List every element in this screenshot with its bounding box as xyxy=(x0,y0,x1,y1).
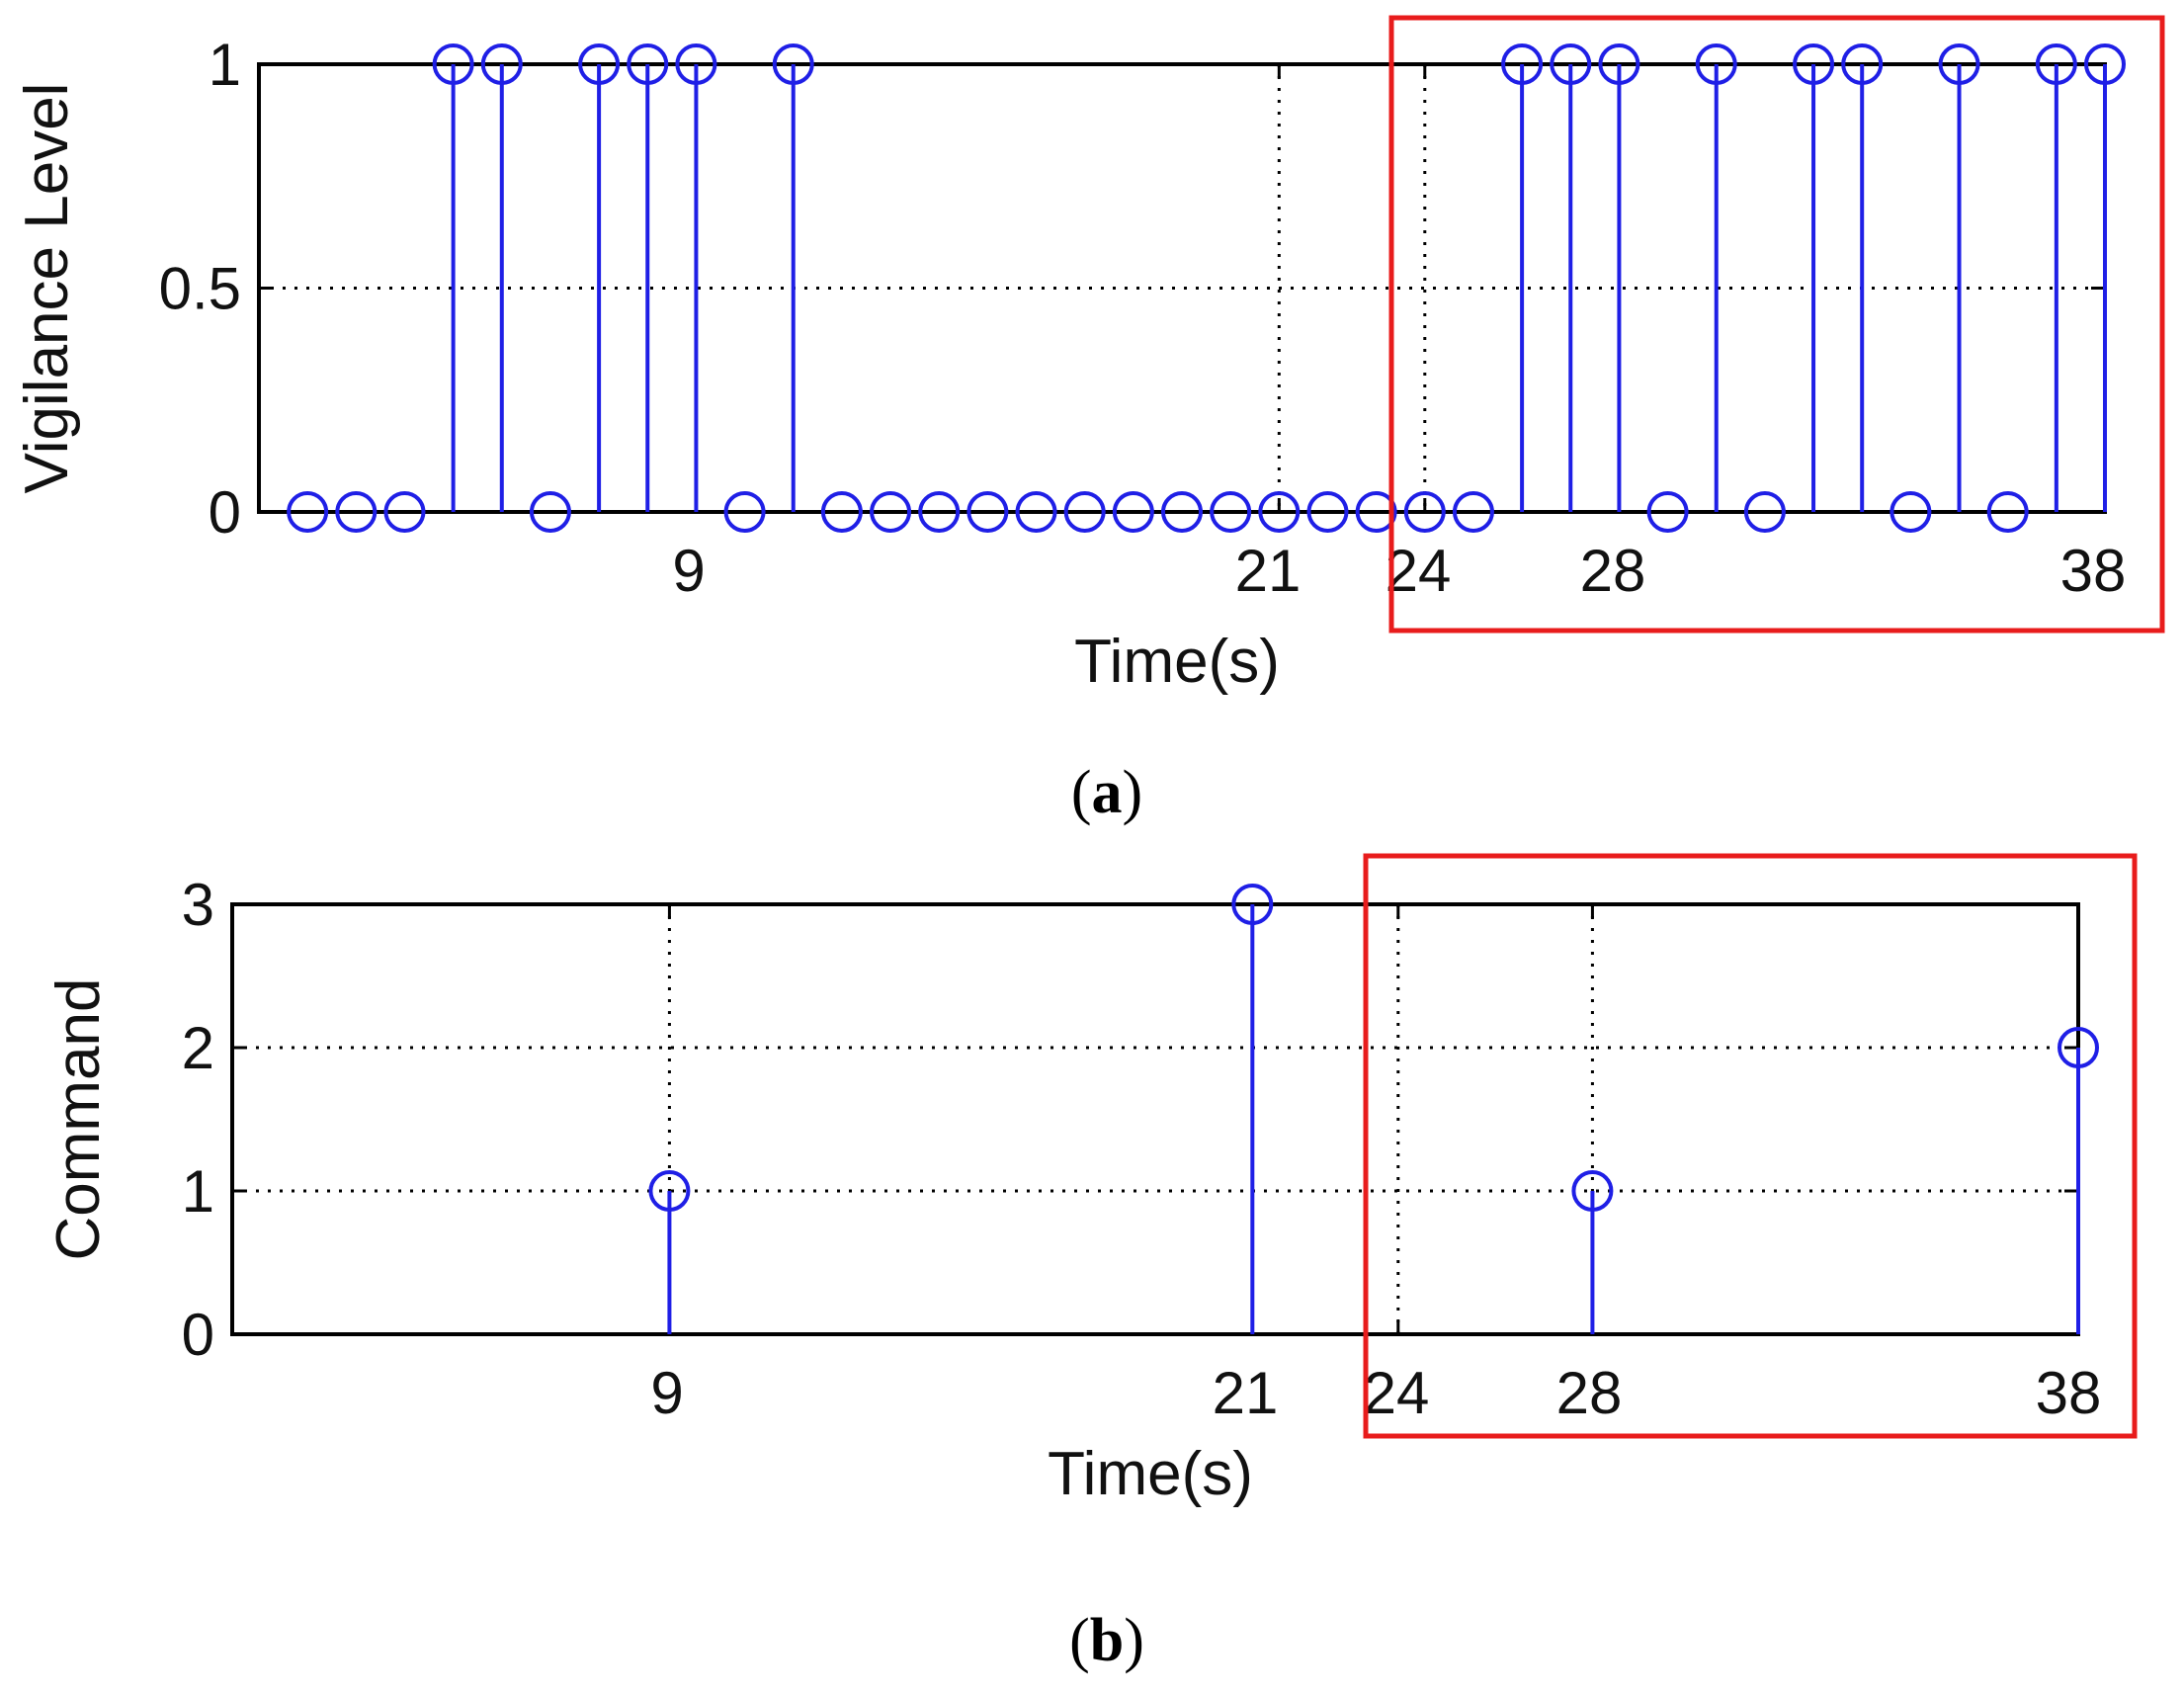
x-tick-label: 24 xyxy=(1364,1360,1430,1426)
panel-label: (b) xyxy=(1069,1607,1144,1674)
stem-marker xyxy=(1112,491,1154,533)
stem-marker xyxy=(1646,491,1689,533)
stem-marker xyxy=(1571,1170,1614,1212)
x-tick-label: 21 xyxy=(1235,538,1302,604)
stem-marker xyxy=(1355,491,1397,533)
stem-marker xyxy=(772,43,814,85)
x-tick-label: 21 xyxy=(1213,1360,1279,1426)
stem-marker xyxy=(870,491,912,533)
stem-marker xyxy=(578,43,621,85)
stem-marker xyxy=(1015,491,1057,533)
stem-marker xyxy=(675,43,717,85)
highlight-box xyxy=(1363,853,2138,1439)
chart-vigilance-level: 9 21 24 28 38 0 0.5 1 Time(s) Vigilance Level (a) xyxy=(13,15,2165,826)
stem-marker xyxy=(1890,491,1932,533)
stem-marker xyxy=(1161,491,1203,533)
x-tick-label: 38 xyxy=(2036,1360,2102,1426)
stem-marker xyxy=(1231,884,1274,925)
stem-marker xyxy=(529,491,571,533)
stem-marker xyxy=(1598,43,1640,85)
y-tick-label: 1 xyxy=(182,1158,214,1225)
stem-marker xyxy=(723,491,766,533)
stem-marker xyxy=(2035,43,2077,85)
stem-marker xyxy=(1550,43,1592,85)
chart-command: 9 21 24 28 38 0 1 2 3 Time(s) Command (b) xyxy=(44,853,2138,1674)
stem-marker xyxy=(335,491,378,533)
x-tick-label: 38 xyxy=(2060,538,2127,604)
stem-marker xyxy=(1793,43,1835,85)
stem-marker xyxy=(1986,491,2029,533)
stem-marker xyxy=(1403,491,1446,533)
stem-marker xyxy=(627,43,669,85)
plot-frame xyxy=(257,62,2107,514)
x-tick-label: 24 xyxy=(1386,538,1452,604)
x-axis-label: Time(s) xyxy=(1048,1440,1253,1508)
stem-marker xyxy=(918,491,961,533)
stem-marker xyxy=(966,491,1009,533)
plot-frame xyxy=(230,902,2080,1336)
y-tick-label: 0.5 xyxy=(159,256,241,322)
x-tick-label: 28 xyxy=(1580,538,1646,604)
stem-marker xyxy=(1938,43,1980,85)
stem-marker xyxy=(1063,491,1106,533)
y-tick-label: 1 xyxy=(209,32,241,98)
y-tick-label: 0 xyxy=(209,479,241,546)
y-tick-label: 3 xyxy=(182,872,214,938)
stem-marker xyxy=(1306,491,1349,533)
y-axis-label: Command xyxy=(44,978,113,1261)
stem-marker xyxy=(1501,43,1544,85)
stem-marker xyxy=(480,43,523,85)
x-axis-label: Time(s) xyxy=(1074,628,1280,696)
stem-marker xyxy=(820,491,863,533)
highlight-box xyxy=(1388,15,2165,634)
x-tick-label: 9 xyxy=(672,538,705,604)
stem-marker xyxy=(383,491,426,533)
x-tick-label: 28 xyxy=(1556,1360,1623,1426)
y-tick-label: 2 xyxy=(182,1015,214,1081)
stem-marker xyxy=(1258,491,1301,533)
stem-marker xyxy=(287,491,329,533)
stem-marker xyxy=(648,1170,691,1212)
y-axis-label: Vigilance Level xyxy=(13,83,81,494)
stem-marker xyxy=(2058,1027,2099,1068)
x-tick-label: 9 xyxy=(650,1360,683,1426)
y-tick-label: 0 xyxy=(182,1302,214,1368)
stem-marker xyxy=(2084,43,2126,85)
stem-marker xyxy=(1695,43,1737,85)
stem-marker xyxy=(1743,491,1786,533)
stem-marker xyxy=(1210,491,1252,533)
stem-marker xyxy=(1452,491,1494,533)
stem-marker xyxy=(1841,43,1884,85)
stem-marker xyxy=(432,43,474,85)
panel-label: (a) xyxy=(1071,759,1142,826)
